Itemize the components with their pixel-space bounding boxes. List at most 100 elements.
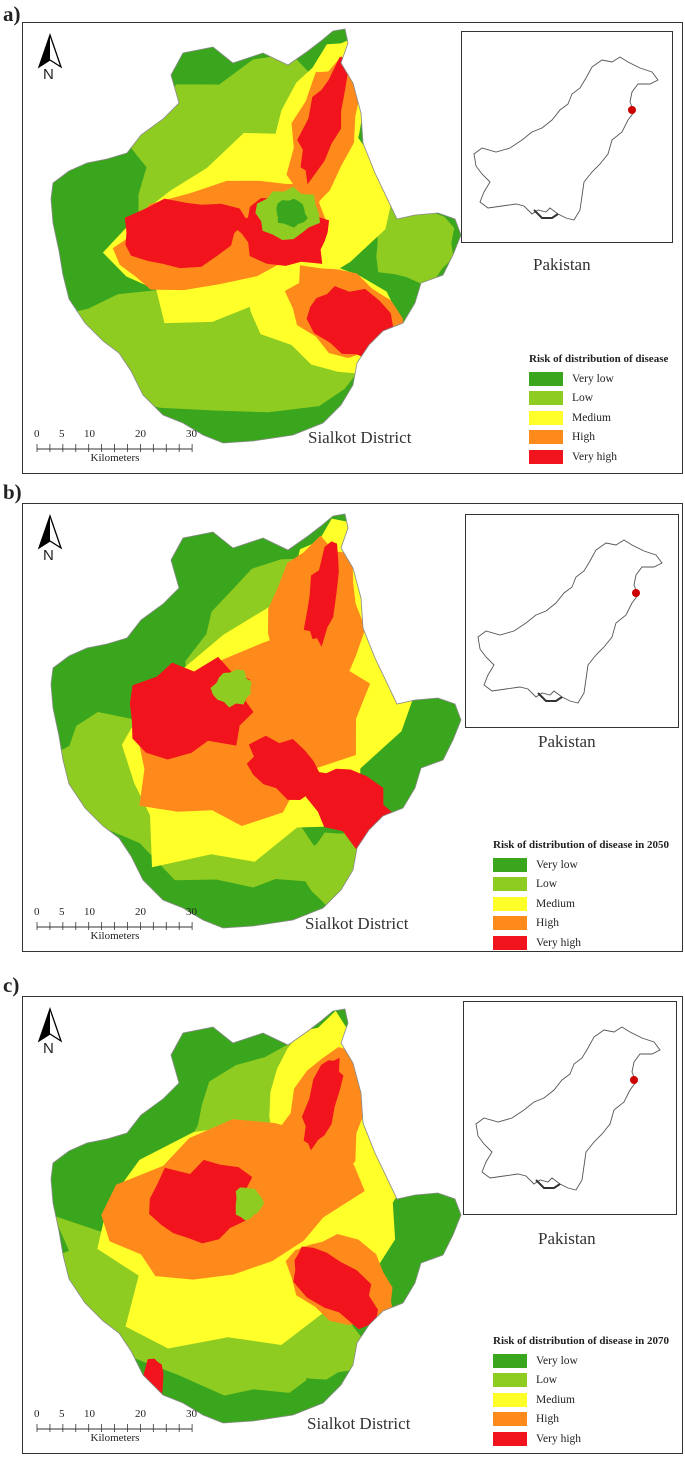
legend-swatch [493,1392,527,1407]
scale-tick-label: 0 [34,906,40,918]
legend-swatch [529,391,563,406]
risk-zone-low [376,199,455,284]
legend-item: High [493,914,669,934]
scale-tick-label: 10 [84,428,95,440]
pakistan-inset [461,31,673,243]
north-arrow: N [35,514,65,571]
scale-tick-label: 20 [135,428,146,440]
scale-unit-label: Kilometers [90,452,140,464]
scale-bar: 0 5 10 20 30 Kilometers [34,428,200,464]
scale-tick-label: 20 [135,1408,146,1420]
legend-item-label: High [536,917,559,930]
scale-tick-label: 30 [186,428,197,440]
map-panel-3: N 0 5 10 20 30 Kilometers Sialkot District P… [22,996,683,1454]
legend-swatch [529,430,563,445]
legend-item-label: Low [536,878,558,891]
risk-zone-very-low [276,198,308,228]
legend-swatch [493,1373,527,1388]
sialkot-location-marker [630,1076,638,1084]
legend-swatch [493,896,527,911]
north-arrow: N [35,1007,65,1064]
legend-swatch [529,410,563,425]
risk-zone-very-high [303,541,339,647]
legend-item: Very high [493,933,669,953]
legend: Risk of distribution of disease Very low… [529,353,668,467]
legend-swatch [493,1353,527,1368]
legend-item-label: Very low [572,372,614,385]
legend-item: Low [529,389,668,409]
legend-swatch [493,1412,527,1427]
panel-label: c) [3,973,20,997]
map-panel-1: N 0 5 10 20 30 Kilometers Sialkot District P… [22,22,683,474]
map-panel-2: N 0 5 10 20 30 Kilometers Sialkot District P… [22,503,683,952]
legend-item-label: Very low [536,1354,578,1367]
district-boundary [50,1008,462,1424]
legend: Risk of distribution of disease in 2050 … [493,839,669,953]
legend-swatch [493,916,527,931]
district-label: Sialkot District [308,428,412,447]
scale-tick-label: 10 [84,1408,95,1420]
district-label: Sialkot District [305,914,409,933]
sialkot-location-marker [628,106,636,114]
legend-item: Very low [493,855,669,875]
legend-item-label: Medium [536,1393,575,1406]
legend-item: Very low [493,1351,669,1371]
risk-zone-low [210,669,252,708]
legend: Risk of distribution of disease in 2070 … [493,1335,669,1449]
scale-tick-label: 20 [135,906,146,918]
sialkot-location-marker [632,589,640,597]
legend-item-label: Low [572,392,594,405]
scale-tick-label: 10 [84,906,95,918]
legend-item: Medium [493,1390,669,1410]
scale-tick-label: 5 [59,1408,65,1420]
pakistan-outline [475,1026,661,1191]
inset-label: Pakistan [538,1229,596,1248]
legend-item: Low [493,1371,669,1391]
legend-item-label: Very low [536,858,578,871]
risk-zone-very-high [124,198,247,269]
legend-swatch [493,935,527,950]
risk-zone-very-high [293,1246,378,1330]
legend-item: Very high [493,1429,669,1449]
legend-item: Low [493,875,669,895]
scale-tick-label: 0 [34,1408,40,1420]
legend-swatch [493,1431,527,1446]
district-boundary [50,513,462,929]
north-arrow: N [35,33,65,90]
panel-label: a) [3,2,21,26]
risk-map [50,513,462,929]
legend-item-label: Medium [572,411,611,424]
district-label: Sialkot District [307,1414,411,1433]
pakistan-inset [463,1001,677,1215]
risk-map [50,28,462,444]
legend-item: Very high [529,447,668,467]
pakistan-outline [473,56,659,221]
scale-tick-label: 5 [59,428,65,440]
scale-tick-label: 0 [34,428,40,440]
legend-item: High [529,428,668,448]
legend-swatch [493,877,527,892]
legend-item-label: Very high [572,450,618,463]
legend-item: Medium [493,894,669,914]
north-label: N [43,66,54,83]
pakistan-inset [465,514,679,728]
scale-bar: 0 5 10 20 30 Kilometers [34,1408,200,1444]
north-label: N [43,547,54,564]
scale-bar: 0 5 10 20 30 Kilometers [34,906,200,942]
legend-item: Very low [529,369,668,389]
risk-zone-very-high [297,57,348,185]
scale-tick-label: 30 [186,1408,197,1420]
legend-item: Medium [529,408,668,428]
inset-label: Pakistan [533,255,591,274]
district-boundary [50,28,462,444]
legend-item-label: Very high [536,936,582,949]
panel-label: b) [3,480,22,504]
pakistan-outline [477,539,663,704]
legend-swatch [529,371,563,386]
scale-tick-label: 30 [186,906,197,918]
legend-item-label: High [572,431,595,444]
scale-unit-label: Kilometers [90,1432,140,1444]
legend-item-label: High [536,1413,559,1426]
legend-item-label: Medium [536,897,575,910]
legend-swatch [529,449,563,464]
